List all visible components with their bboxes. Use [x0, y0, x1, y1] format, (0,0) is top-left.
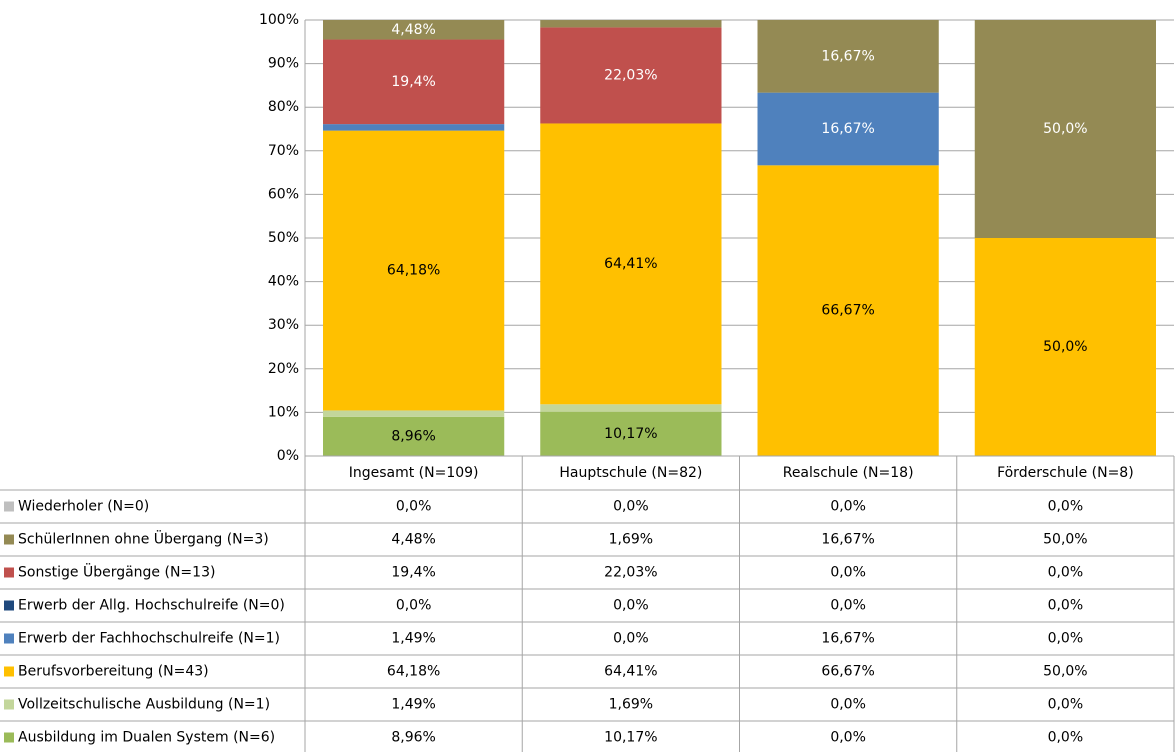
data-label: 16,67% [821, 48, 874, 64]
table-cell: 0,0% [396, 499, 432, 515]
y-tick-label: 90% [268, 56, 299, 72]
table-cell: 0,0% [1048, 499, 1084, 515]
y-tick-label: 0% [277, 448, 299, 464]
table-cell: 0,0% [1048, 565, 1084, 581]
legend-label: SchülerInnen ohne Übergang (N=3) [18, 530, 269, 548]
x-tick-label: Realschule (N=18) [783, 465, 914, 481]
table-cell: 64,18% [387, 664, 440, 680]
bar-segment [323, 124, 505, 131]
y-tick-label: 50% [268, 230, 299, 246]
legend-swatch [4, 567, 14, 578]
data-label: 8,96% [391, 428, 435, 444]
table-cell: 10,17% [604, 730, 657, 746]
table-cell: 50,0% [1043, 532, 1087, 548]
table-cell: 19,4% [391, 565, 435, 581]
table-cell: 0,0% [1048, 730, 1084, 746]
data-label: 4,48% [391, 22, 435, 38]
bar-segment [540, 404, 722, 412]
table-cell: 16,67% [821, 532, 874, 548]
bar-segment [540, 20, 722, 28]
data-label: 16,67% [821, 121, 874, 137]
legend-label: Ausbildung im Dualen System (N=6) [18, 730, 275, 746]
table-cell: 0,0% [830, 598, 866, 614]
legend-label: Erwerb der Allg. Hochschulreife (N=0) [18, 598, 285, 614]
y-tick-label: 40% [268, 274, 299, 290]
bar-segment [323, 410, 505, 417]
bar-segment [540, 123, 722, 405]
bar-segment [323, 130, 505, 411]
y-tick-label: 20% [268, 361, 299, 377]
table-cell: 8,96% [391, 730, 435, 746]
legend-label: Vollzeitschulische Ausbildung (N=1) [18, 697, 270, 713]
y-tick-label: 80% [268, 99, 299, 115]
legend-label: Berufsvorbereitung (N=43) [18, 664, 209, 680]
data-label: 50,0% [1043, 339, 1087, 355]
legend-swatch [4, 600, 14, 611]
data-label: 10,17% [604, 426, 657, 442]
x-tick-label: Ingesamt (N=109) [349, 465, 479, 481]
legend-label: Sonstige Übergänge (N=13) [18, 563, 215, 581]
table-cell: 0,0% [1048, 598, 1084, 614]
y-tick-label: 70% [268, 143, 299, 159]
table-cell: 1,49% [391, 631, 435, 647]
y-tick-label: 30% [268, 317, 299, 333]
table-cell: 0,0% [830, 565, 866, 581]
table-cell: 4,48% [391, 532, 435, 548]
bar-segment [323, 39, 505, 125]
bar-segment [974, 238, 1156, 456]
table-cell: 0,0% [613, 598, 649, 614]
table-cell: 0,0% [830, 697, 866, 713]
table-cell: 1,69% [609, 532, 653, 548]
bar-segment [323, 416, 505, 456]
y-tick-label: 60% [268, 186, 299, 202]
data-label: 66,67% [821, 303, 874, 319]
table-cell: 0,0% [1048, 631, 1084, 647]
legend-label: Wiederholer (N=0) [18, 499, 149, 515]
bar-segment [323, 20, 505, 40]
legend-swatch [4, 501, 14, 512]
y-tick-label: 100% [259, 12, 299, 28]
table-cell: 0,0% [830, 499, 866, 515]
data-label: 50,0% [1043, 121, 1087, 137]
data-label: 19,4% [391, 74, 435, 90]
legend-swatch [4, 534, 14, 545]
legend-swatch [4, 699, 14, 710]
bar-segment [540, 411, 722, 456]
bar-segment [540, 27, 722, 124]
x-tick-label: Förderschule (N=8) [997, 465, 1134, 481]
legend-swatch [4, 732, 14, 743]
legend-swatch [4, 633, 14, 644]
y-tick-label: 10% [268, 404, 299, 420]
table-cell: 22,03% [604, 565, 657, 581]
table-cell: 0,0% [1048, 697, 1084, 713]
table-cell: 0,0% [613, 499, 649, 515]
table-cell: 50,0% [1043, 664, 1087, 680]
table-cell: 1,49% [391, 697, 435, 713]
data-label: 64,18% [387, 263, 440, 279]
table-cell: 16,67% [821, 631, 874, 647]
x-tick-label: Hauptschule (N=82) [559, 465, 702, 481]
table-cell: 0,0% [396, 598, 432, 614]
bar-segment [757, 92, 939, 166]
legend-label: Erwerb der Fachhochschulreife (N=1) [18, 631, 280, 647]
data-label: 22,03% [604, 67, 657, 83]
bar-segment [974, 20, 1156, 238]
bar-segment [757, 19, 939, 93]
table-cell: 0,0% [613, 631, 649, 647]
legend-swatch [4, 666, 14, 677]
table-cell: 66,67% [821, 664, 874, 680]
data-label: 64,41% [604, 256, 657, 272]
table-cell: 1,69% [609, 697, 653, 713]
bar-segment [757, 165, 939, 457]
table-cell: 0,0% [830, 730, 866, 746]
table-cell: 64,41% [604, 664, 657, 680]
